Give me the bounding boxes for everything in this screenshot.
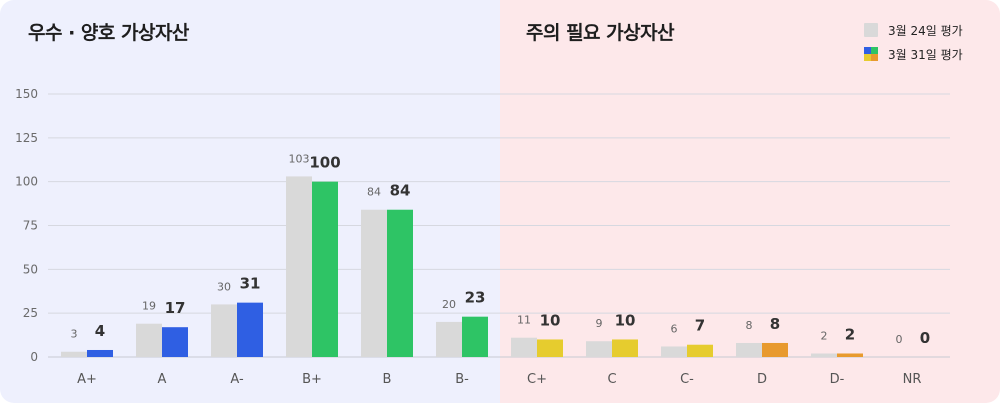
bar-prev (61, 351, 87, 357)
y-tick-label: 125 (15, 131, 38, 145)
bar-curr (762, 342, 788, 357)
y-tick-label: 75 (23, 219, 38, 233)
data-label-prev: 30 (217, 280, 231, 293)
y-tick-label: 50 (23, 262, 38, 276)
bar-curr (537, 339, 563, 357)
y-tick-label: 150 (15, 87, 38, 101)
x-tick-label: A (158, 372, 167, 387)
x-tick-label: A+ (77, 372, 97, 387)
legend-label-prev: 3월 24일 평가 (888, 23, 963, 38)
y-tick-label: 100 (15, 175, 38, 189)
bar-curr (462, 316, 488, 357)
caution-assets-title: 주의 필요 가상자산 (526, 22, 675, 44)
data-label-curr: 8 (770, 315, 780, 333)
bar-prev (736, 342, 762, 357)
data-label-prev: 6 (671, 322, 678, 335)
bar-prev (586, 341, 612, 357)
data-label-curr: 17 (165, 299, 186, 317)
legend-swatch-curr (864, 47, 878, 61)
data-label-curr: 7 (695, 317, 705, 335)
x-tick-label: B- (455, 372, 469, 387)
bar-curr (87, 349, 113, 357)
chart-legend: 3월 24일 평가 3월 31일 평가 (864, 22, 963, 70)
bar-prev (511, 337, 537, 357)
bar-curr (837, 353, 863, 357)
x-tick-label: C- (680, 372, 694, 387)
data-label-prev: 19 (142, 300, 156, 313)
bar-curr (162, 327, 188, 357)
x-tick-label: D- (830, 372, 845, 387)
y-tick-label: 25 (23, 306, 38, 320)
data-label-curr: 31 (240, 275, 261, 293)
bar-prev (136, 323, 162, 357)
data-label-prev: 3 (71, 328, 78, 341)
data-label-prev: 2 (821, 329, 828, 342)
legend-swatch-prev (864, 23, 878, 37)
x-tick-label: B+ (302, 372, 322, 387)
bar-curr (237, 302, 263, 357)
x-tick-label: D (757, 372, 767, 387)
data-label-prev: 8 (746, 319, 753, 332)
bar-prev (811, 353, 837, 357)
data-label-curr: 23 (465, 289, 486, 307)
data-label-prev: 103 (289, 152, 310, 165)
bar-prev (436, 321, 462, 357)
caution-assets-panel (500, 0, 1000, 403)
data-label-prev: 0 (896, 333, 903, 346)
bar-prev (286, 176, 312, 357)
bar-prev (211, 304, 237, 357)
y-tick-label: 0 (30, 350, 38, 364)
x-tick-label: C (607, 372, 616, 387)
x-tick-label: A- (230, 372, 244, 387)
data-label-curr: 100 (309, 154, 340, 172)
data-label-curr: 0 (920, 329, 930, 347)
bar-curr (312, 181, 338, 357)
legend-label-curr: 3월 31일 평가 (888, 47, 963, 62)
bar-curr (387, 209, 413, 357)
data-label-prev: 20 (442, 298, 456, 311)
x-tick-label: C+ (527, 372, 547, 387)
data-label-prev: 84 (367, 186, 381, 199)
data-label-prev: 11 (517, 314, 531, 327)
legend-item-curr: 3월 31일 평가 (864, 46, 963, 62)
data-label-curr: 4 (95, 322, 105, 340)
bar-curr (687, 344, 713, 357)
bar-prev (361, 209, 387, 357)
data-label-curr: 10 (540, 311, 561, 329)
x-tick-label: B (383, 372, 392, 387)
x-tick-label: NR (903, 372, 922, 387)
data-label-curr: 84 (390, 182, 411, 200)
legend-item-prev: 3월 24일 평가 (864, 22, 963, 38)
data-label-prev: 9 (596, 317, 603, 330)
bar-curr (612, 339, 638, 357)
data-label-curr: 10 (615, 311, 636, 329)
good-assets-title: 우수 · 양호 가상자산 (28, 22, 189, 44)
bar-prev (661, 346, 687, 357)
data-label-curr: 2 (845, 325, 855, 343)
